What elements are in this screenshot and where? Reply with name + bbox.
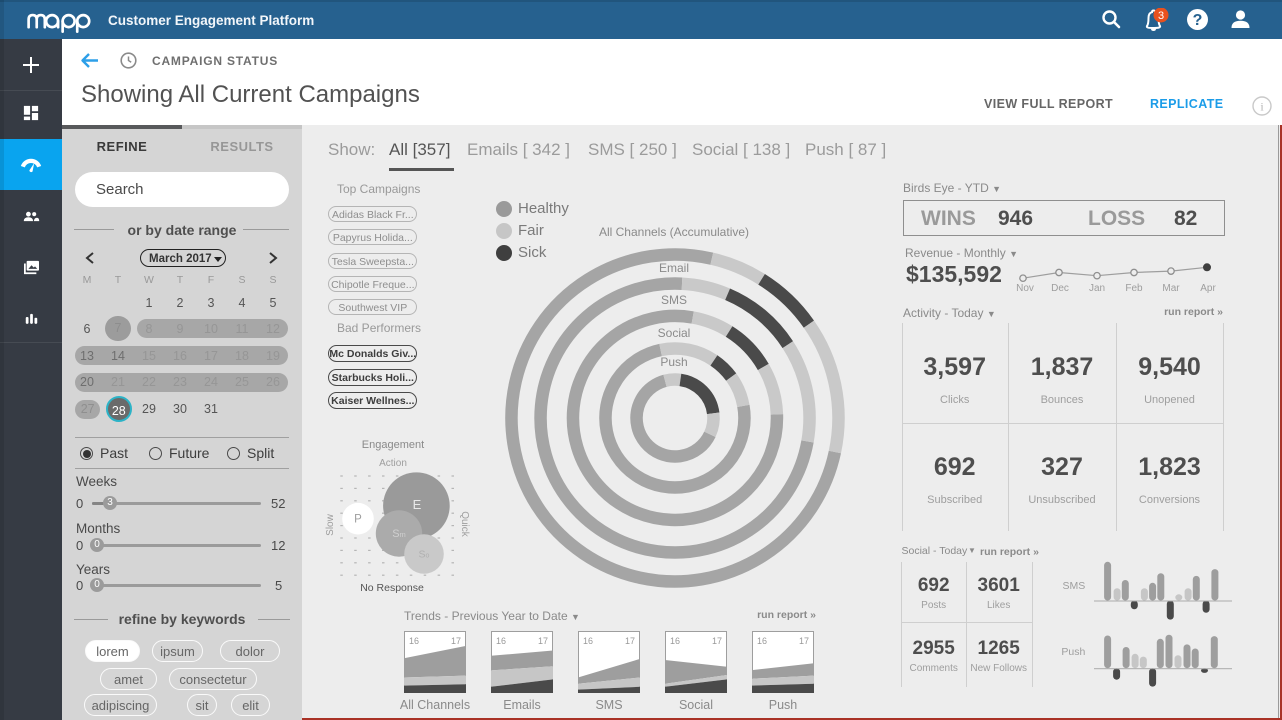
svg-text:P: P — [354, 514, 362, 526]
svg-text:17: 17 — [451, 636, 461, 646]
svg-text:Quick: Quick — [459, 511, 470, 538]
svg-text:16: 16 — [583, 636, 593, 646]
svg-text:i: i — [1260, 100, 1264, 114]
svg-text:16: 16 — [496, 636, 506, 646]
svg-text:Slow: Slow — [325, 513, 336, 535]
svg-text:17: 17 — [712, 636, 722, 646]
svg-text:So: So — [419, 549, 430, 561]
svg-text:16: 16 — [409, 636, 419, 646]
svg-text:?: ? — [1193, 12, 1203, 29]
svg-text:16: 16 — [757, 636, 767, 646]
svg-text:Sm: Sm — [392, 528, 406, 540]
svg-text:17: 17 — [799, 636, 809, 646]
svg-text:No Response: No Response — [360, 582, 424, 594]
svg-text:17: 17 — [625, 636, 635, 646]
svg-text:3: 3 — [1158, 10, 1164, 22]
svg-text:17: 17 — [538, 636, 548, 646]
svg-text:E: E — [413, 497, 422, 512]
svg-text:16: 16 — [670, 636, 680, 646]
